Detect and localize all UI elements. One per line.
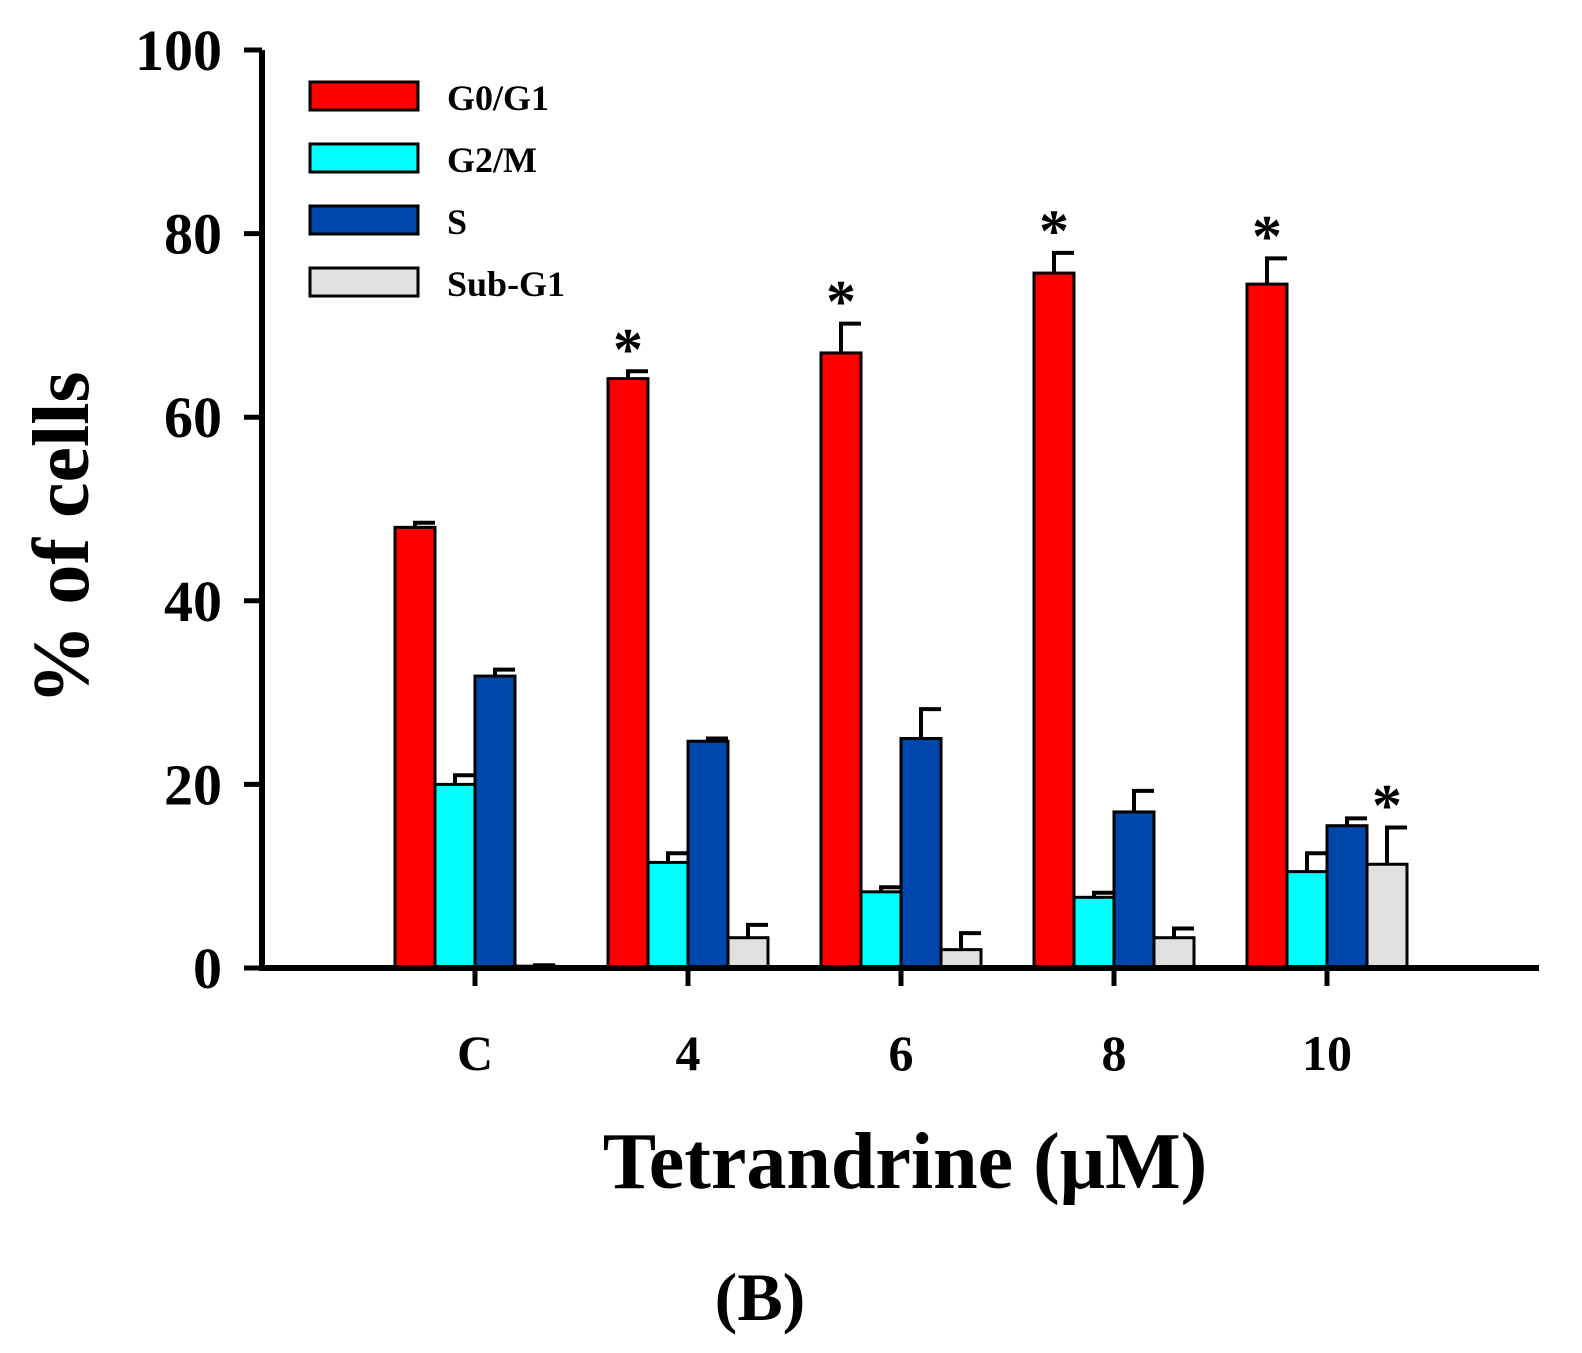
bar [473,674,517,970]
panel-label: (B) [715,1259,806,1335]
significance-star: * [1252,203,1282,269]
significance-star: * [826,269,856,335]
bar-group-g2-m [859,885,903,970]
bar [859,890,903,970]
legend-item: G2/M [308,140,537,180]
legend-item: S [308,202,467,242]
legend-swatch [308,266,420,298]
bar-group-s [1112,788,1156,970]
bar [433,782,477,970]
legend-swatch [308,80,420,112]
legend-label: G2/M [447,140,537,180]
x-tick-label: 8 [1102,1025,1127,1081]
bar-group-s [473,667,517,970]
legend-item: G0/G1 [308,78,549,118]
legend-label: S [447,202,467,242]
bar-group-g0-g1: * [819,269,863,970]
bar [1245,282,1289,970]
significance-star: * [1039,198,1069,264]
bar-group-s [1325,816,1369,970]
bar-group-g2-m [433,773,477,970]
bar-group-g2-m [1285,851,1329,970]
bar [726,936,770,970]
bar [393,525,437,970]
x-tick-label: 4 [676,1025,701,1081]
x-tick-label: 6 [889,1025,914,1081]
x-tick-label: C [457,1025,493,1081]
y-tick-label: 80 [164,202,222,267]
bar-group-s [686,736,730,970]
y-tick-label: 20 [164,752,222,817]
legend-swatch [308,142,420,174]
bar-group-sub-g1 [939,931,983,970]
bar [646,860,690,970]
y-ticks: 0 20 40 60 80 100 [135,18,262,1001]
y-axis-title: % of cells [18,371,106,704]
bar-group-sub-g1: * [1365,773,1409,970]
bar [686,739,730,970]
significance-star: * [1372,773,1402,839]
bar-group-g0-g1: * [606,316,650,970]
bar [1325,824,1369,970]
bar-group-s [899,707,943,970]
bar [819,351,863,970]
bar [606,377,650,970]
bar [1112,810,1156,970]
y-tick-label: 40 [164,569,222,634]
bar [1032,271,1076,970]
bar-group-g2-m [1072,890,1116,970]
legend-swatch [308,204,420,236]
y-tick-label: 60 [164,385,222,450]
bar [1152,936,1196,970]
bar-group-g0-g1: * [1245,203,1289,970]
bar-series-group: * * * * * [393,198,1409,970]
bar-group-g0-g1: * [1032,198,1076,970]
bar-group-sub-g1 [1152,926,1196,970]
x-axis-title: Tetrandrine (μM) [603,1118,1208,1206]
x-ticks: C 4 6 8 10 [457,968,1352,1081]
x-tick-label: 10 [1302,1025,1352,1081]
legend: G0/G1 G2/M S Sub-G1 [308,78,565,304]
legend-label: G0/G1 [447,78,549,118]
bar [1072,895,1116,970]
bar-group-sub-g1 [726,922,770,970]
bar [899,737,943,970]
legend-item: Sub-G1 [308,264,565,304]
legend-label: Sub-G1 [447,264,565,304]
y-tick-label: 100 [135,18,222,83]
significance-star: * [613,316,643,382]
bar [1285,870,1329,970]
bar-group-g0-g1 [393,520,437,970]
y-tick-label: 0 [193,936,222,1001]
bar-group-g2-m [646,851,690,970]
bar [1365,862,1409,970]
